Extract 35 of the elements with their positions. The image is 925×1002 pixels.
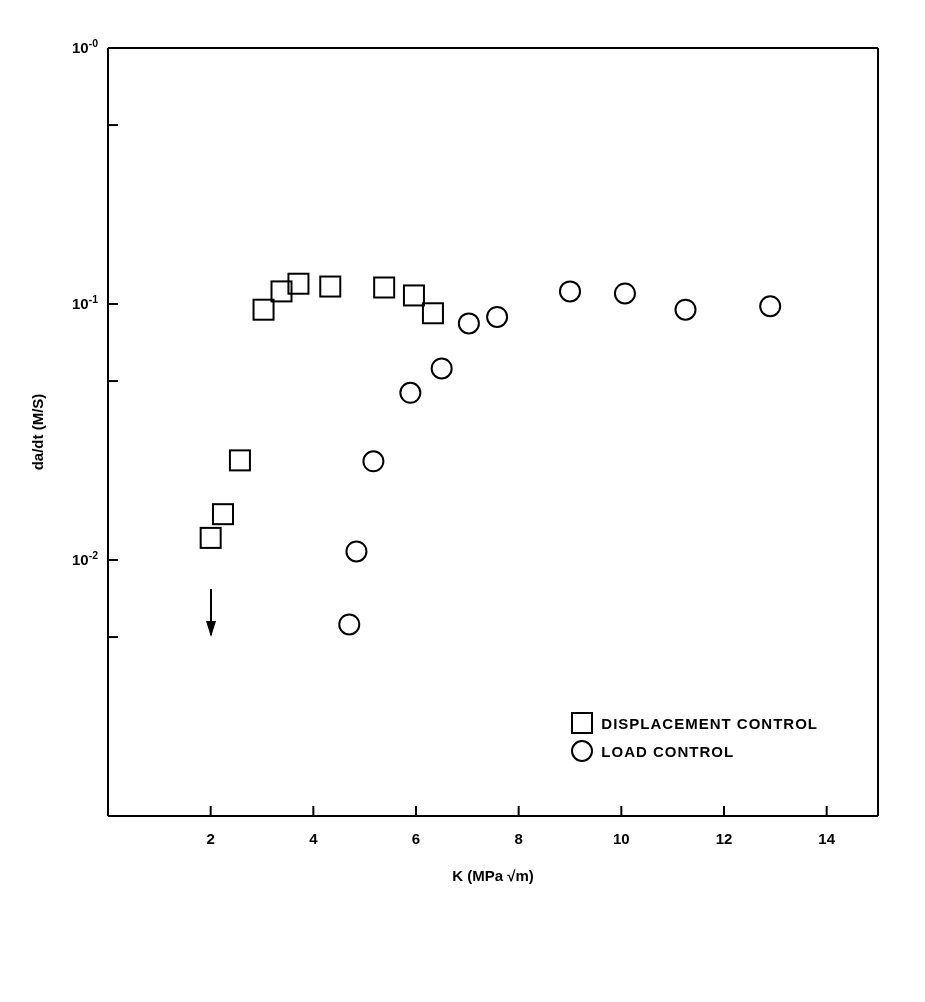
x-tick-label: 14 xyxy=(818,830,836,847)
point xyxy=(399,381,422,404)
point xyxy=(211,503,234,526)
point xyxy=(362,450,385,473)
point xyxy=(252,298,275,321)
legend-label: LOAD CONTROL xyxy=(601,742,735,760)
point xyxy=(759,295,782,318)
point xyxy=(319,275,342,298)
point xyxy=(228,449,251,472)
x-tick-label: 8 xyxy=(514,830,523,847)
point xyxy=(430,357,453,380)
x-tick-label: 2 xyxy=(206,830,215,847)
point xyxy=(373,276,396,299)
point xyxy=(345,540,368,563)
point xyxy=(402,284,425,307)
point xyxy=(486,305,509,328)
y-tick-label: 10$^{-0}$ xyxy=(71,37,99,56)
x-tick-label: 4 xyxy=(309,830,319,847)
point xyxy=(457,312,480,335)
x-tick-label: 6 xyxy=(411,830,421,847)
point xyxy=(674,298,697,321)
x-tick-label: 10 xyxy=(612,830,630,847)
x-tick-label: 12 xyxy=(715,830,733,847)
point xyxy=(338,613,361,636)
point xyxy=(559,280,581,303)
x-axis-title: K (MPa √m) xyxy=(452,867,534,884)
point xyxy=(199,526,222,549)
point xyxy=(270,280,293,303)
y-tick-label: 10$^{-2}$ xyxy=(71,549,99,568)
point xyxy=(613,282,636,305)
y-axis-title: da/dt (M/S) xyxy=(29,393,47,471)
point xyxy=(421,302,444,325)
point xyxy=(287,272,310,295)
legend-label: DISPLACEMENT CONTROL xyxy=(601,714,818,732)
y-tick-label: 10$^{-1}$ xyxy=(71,293,99,312)
